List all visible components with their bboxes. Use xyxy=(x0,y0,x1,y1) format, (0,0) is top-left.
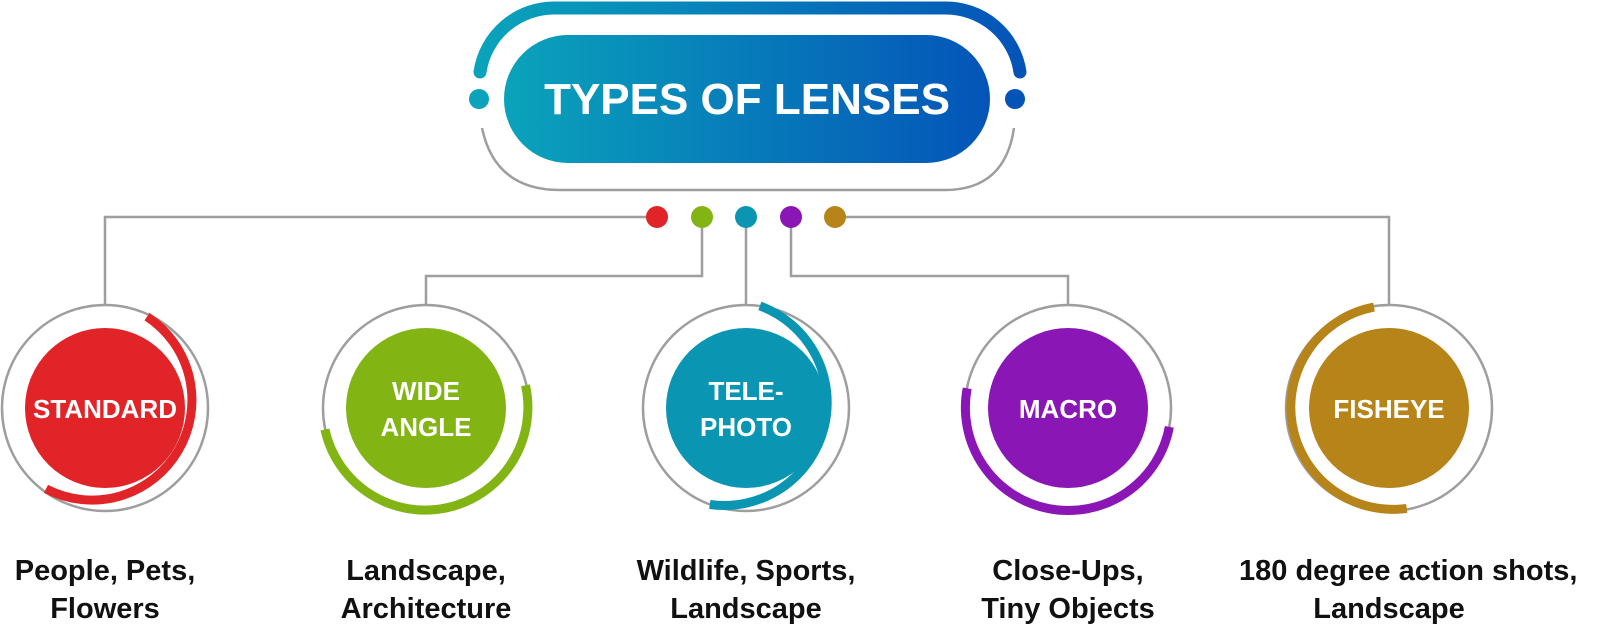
lens-arc-telephoto xyxy=(709,301,832,510)
lens-node-standard: STANDARD xyxy=(0,303,210,513)
lens-desc-macro: Close-Ups, Tiny Objects xyxy=(918,552,1218,628)
dot-telephoto xyxy=(735,206,757,228)
lens-desc-fisheye-line-2: Landscape xyxy=(1313,593,1465,625)
lens-label-telephoto-2: PHOTO xyxy=(700,412,792,442)
lens-node-fisheye: FISHEYE xyxy=(1284,302,1494,514)
lens-desc-standard-line-2: Flowers xyxy=(50,593,160,625)
title-dot-right xyxy=(1005,89,1025,109)
lens-core-telephoto xyxy=(666,328,826,488)
connector-standard xyxy=(103,215,657,305)
dot-standard xyxy=(646,206,668,228)
lens-desc-telephoto-line-1: Wildlife, Sports, xyxy=(636,555,856,587)
connector-fisheye xyxy=(835,215,1391,305)
lens-desc-standard: People, Pets, Flowers xyxy=(0,552,255,628)
connectors xyxy=(103,215,1391,305)
lens-desc-macro-line-1: Close-Ups, xyxy=(992,555,1144,587)
lens-core-standard xyxy=(25,328,185,488)
lens-node-telephoto: TELE- PHOTO xyxy=(641,301,851,513)
connector-dots xyxy=(646,206,846,228)
lens-desc-macro-line-2: Tiny Objects xyxy=(981,593,1155,625)
lens-label-fisheye: FISHEYE xyxy=(1333,394,1444,424)
lens-desc-fisheye-line-1: 180 degree action shots, xyxy=(1239,555,1578,587)
lens-desc-wide-angle-line-1: Landscape, xyxy=(346,555,506,587)
connector-macro xyxy=(789,217,1070,305)
lens-node-macro: MACRO xyxy=(960,303,1174,516)
dot-wide-angle xyxy=(691,206,713,228)
title-dot-left xyxy=(469,89,489,109)
lens-label-wide-angle-1: WIDE xyxy=(392,376,460,406)
lens-arc-fisheye xyxy=(1286,302,1408,514)
lens-arc-macro xyxy=(960,387,1174,516)
lens-desc-standard-line-1: People, Pets, xyxy=(14,555,196,587)
lens-core-macro xyxy=(988,328,1148,488)
lens-desc-fisheye: 180 degree action shots, Landscape xyxy=(1239,552,1578,628)
title-arc-bottom xyxy=(480,127,1016,192)
lens-desc-telephoto-line-2: Landscape xyxy=(670,593,822,625)
lens-core-wide-angle xyxy=(346,328,506,488)
lens-label-telephoto-1: TELE- xyxy=(708,376,783,406)
lens-label-macro: MACRO xyxy=(1019,394,1117,424)
lens-node-wide-angle: WIDE ANGLE xyxy=(320,303,533,515)
lens-ring-standard xyxy=(0,303,210,513)
lens-arc-standard xyxy=(43,312,197,505)
lens-desc-wide-angle: Landscape, Architecture xyxy=(276,552,576,628)
dot-macro xyxy=(780,206,802,228)
lens-label-wide-angle-2: ANGLE xyxy=(381,412,472,442)
lens-desc-telephoto: Wildlife, Sports, Landscape xyxy=(596,552,896,628)
lens-arc-wide-angle xyxy=(320,384,533,515)
title-arc-top xyxy=(473,1,1027,79)
dot-fisheye xyxy=(824,206,846,228)
diagram-title: TYPES OF LENSES xyxy=(544,75,950,124)
connector-wide-angle xyxy=(424,217,704,305)
title-badge: TYPES OF LENSES xyxy=(469,1,1027,192)
lens-core-fisheye xyxy=(1309,328,1469,488)
title-pill xyxy=(504,35,990,163)
lens-label-standard: STANDARD xyxy=(33,394,177,424)
lens-ring-telephoto xyxy=(641,303,851,513)
lens-desc-wide-angle-line-2: Architecture xyxy=(340,593,512,625)
